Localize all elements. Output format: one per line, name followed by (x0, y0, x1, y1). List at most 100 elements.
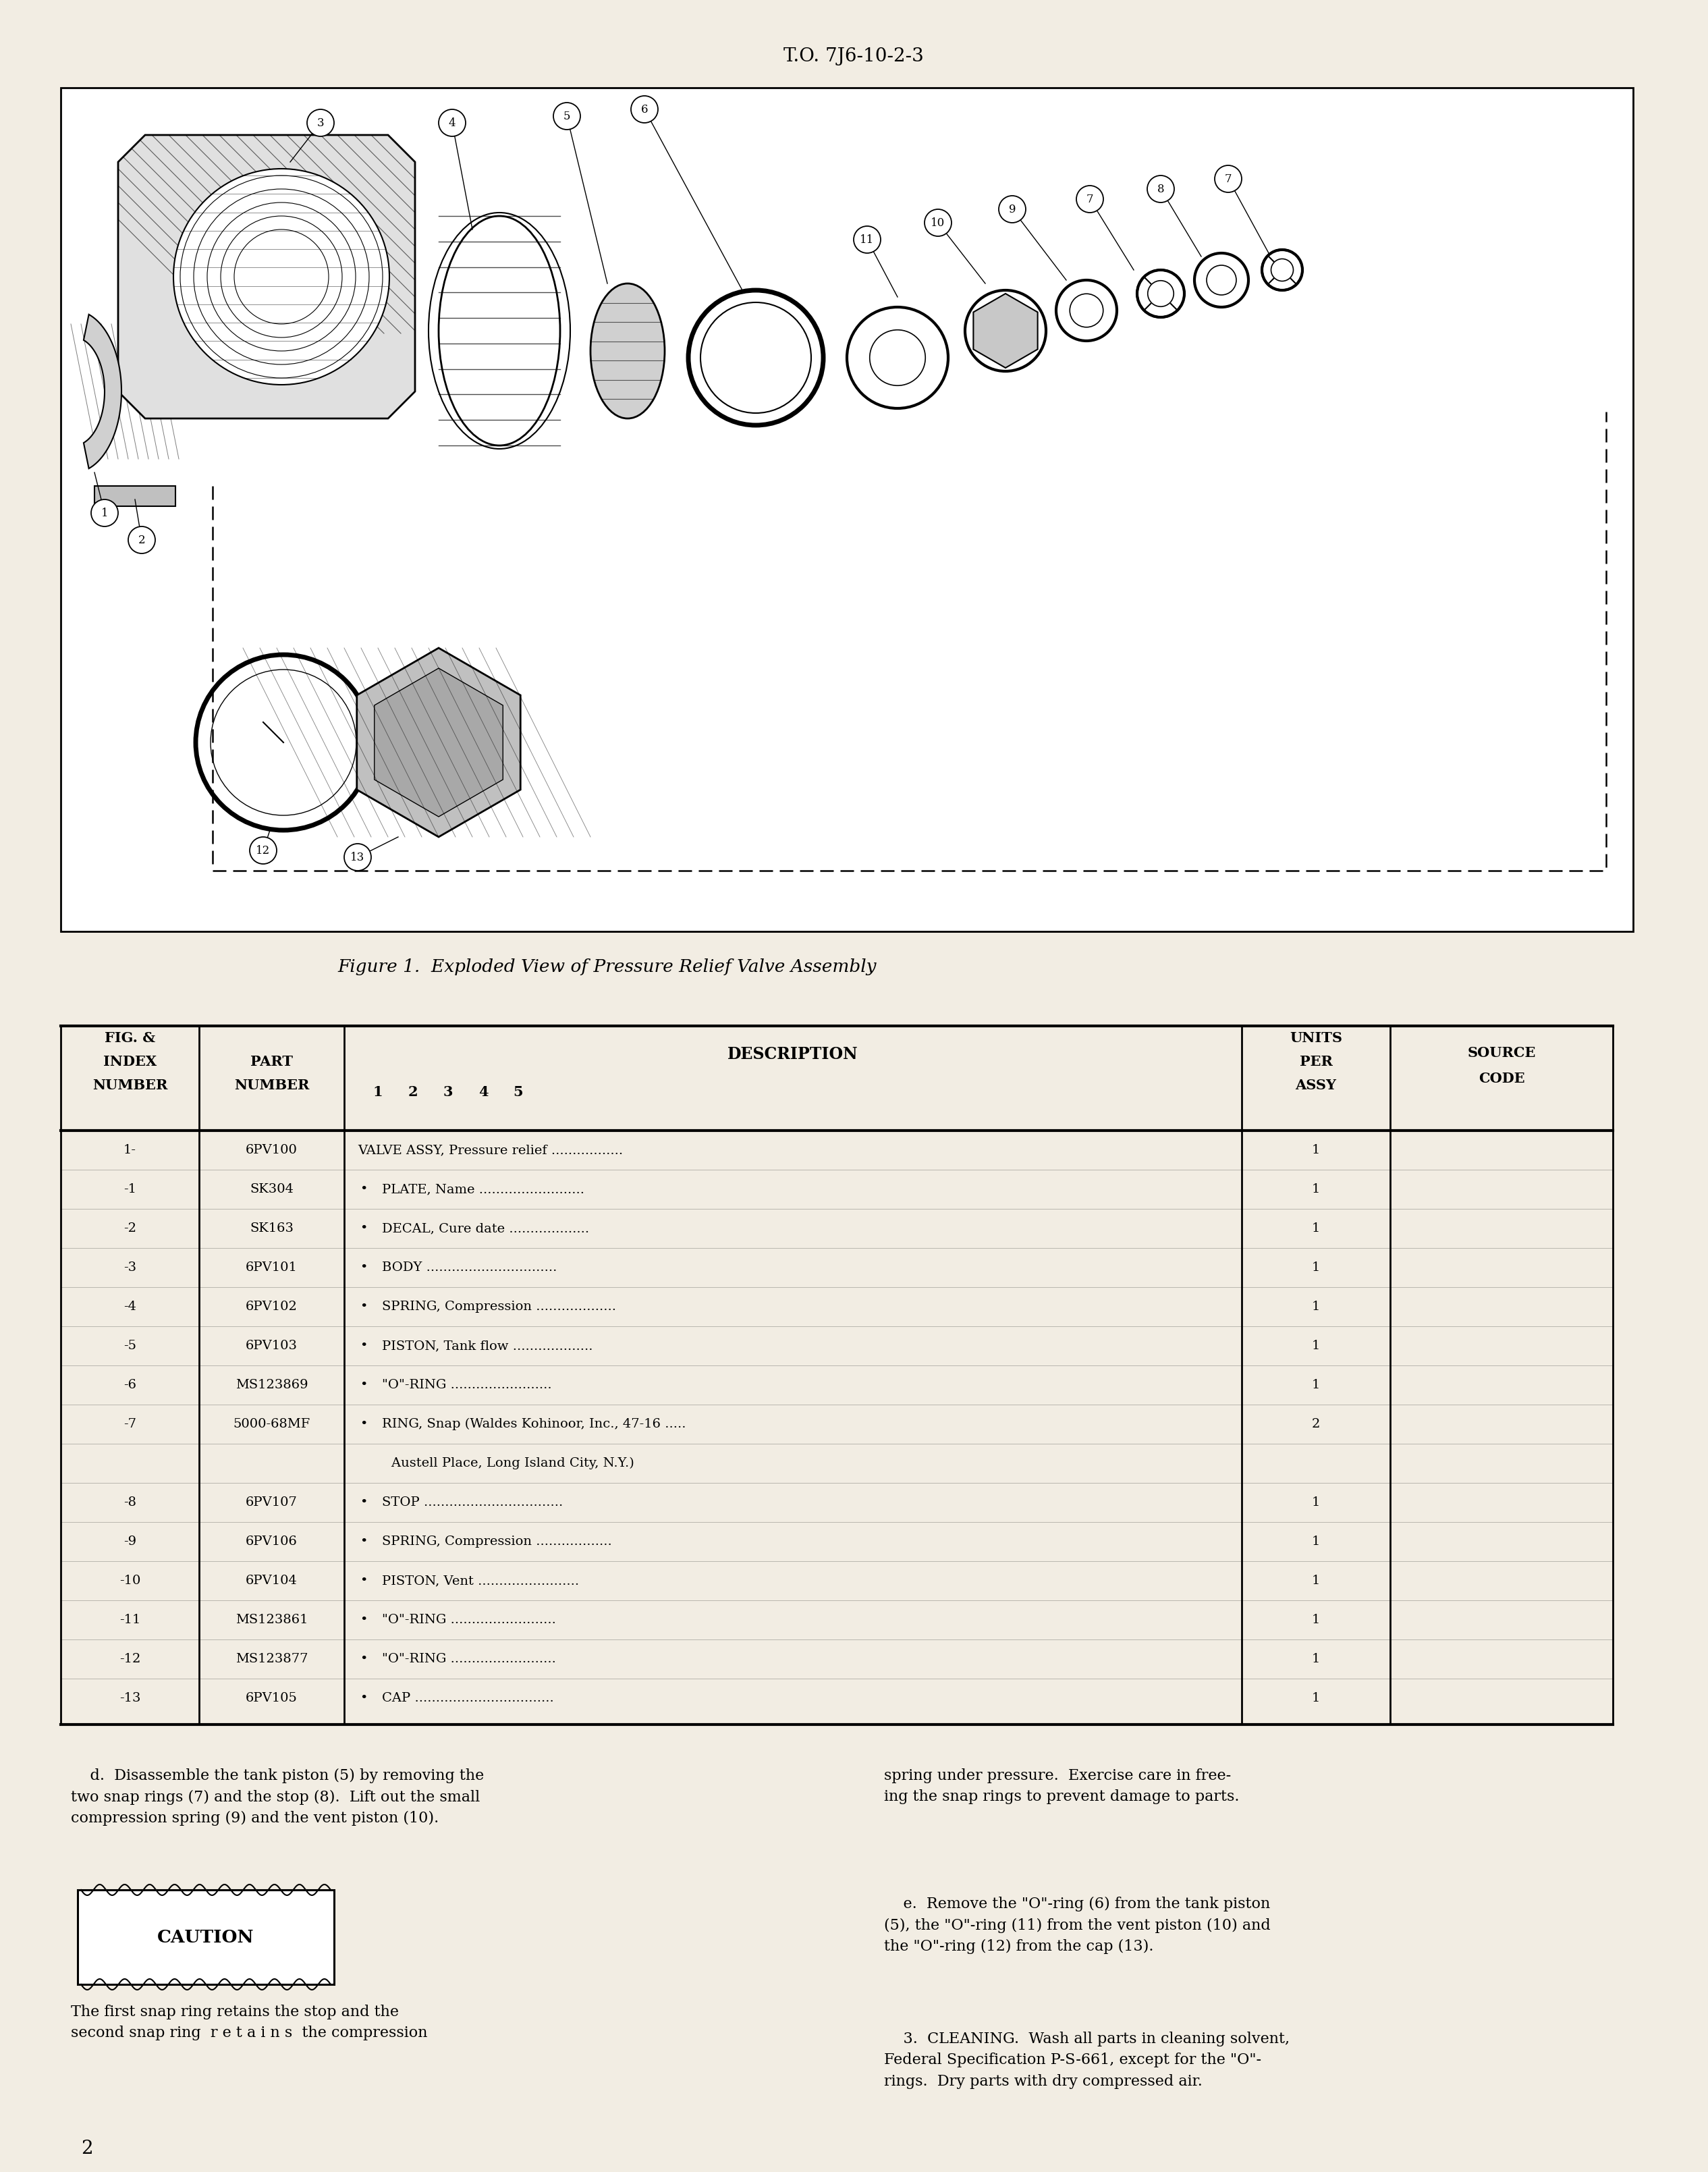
Text: 9: 9 (1009, 204, 1016, 215)
Text: "O"-RING .........................: "O"-RING ......................... (383, 1653, 557, 1666)
Text: 2: 2 (408, 1086, 418, 1099)
Text: T.O. 7J6-10-2-3: T.O. 7J6-10-2-3 (784, 48, 924, 65)
Text: 6PV103: 6PV103 (246, 1340, 297, 1351)
Text: -6: -6 (123, 1379, 137, 1390)
Text: 6PV104: 6PV104 (246, 1575, 297, 1588)
Circle shape (1148, 176, 1173, 202)
Text: -12: -12 (120, 1653, 140, 1666)
Text: 6PV107: 6PV107 (246, 1497, 297, 1510)
Text: •: • (360, 1223, 367, 1234)
Text: 3.  CLEANING.  Wash all parts in cleaning solvent,
Federal Specification P-S-661: 3. CLEANING. Wash all parts in cleaning … (885, 2031, 1290, 2089)
Text: CODE: CODE (1479, 1071, 1525, 1086)
Text: CAUTION: CAUTION (157, 1929, 254, 1946)
Text: 1: 1 (1312, 1301, 1320, 1312)
Circle shape (174, 169, 389, 384)
Text: 1: 1 (372, 1086, 383, 1099)
Text: MS123861: MS123861 (236, 1614, 307, 1627)
Text: "O"-RING .........................: "O"-RING ......................... (383, 1614, 557, 1627)
Text: -7: -7 (123, 1418, 137, 1429)
Text: -8: -8 (123, 1497, 137, 1510)
Text: 1: 1 (1312, 1575, 1320, 1588)
Text: STOP .................................: STOP ................................. (383, 1497, 564, 1510)
Text: •: • (360, 1653, 367, 1666)
Text: 6PV105: 6PV105 (246, 1692, 297, 1705)
Text: SK304: SK304 (249, 1184, 294, 1195)
Text: 2: 2 (138, 534, 145, 545)
Text: 1: 1 (1312, 1340, 1320, 1351)
Text: •: • (360, 1340, 367, 1351)
Text: 8: 8 (1156, 182, 1165, 195)
Bar (61, 87, 1633, 932)
Text: d.  Disassemble the tank piston (5) by removing the
two snap rings (7) and the s: d. Disassemble the tank piston (5) by re… (70, 1768, 483, 1827)
Text: 3: 3 (318, 117, 325, 128)
Text: spring under pressure.  Exercise care in free-
ing the snap rings to prevent dam: spring under pressure. Exercise care in … (885, 1768, 1240, 1805)
Text: PART: PART (251, 1056, 292, 1069)
Text: DESCRIPTION: DESCRIPTION (728, 1047, 859, 1062)
Text: 1: 1 (1312, 1692, 1320, 1705)
Text: -3: -3 (123, 1262, 137, 1273)
Text: •: • (360, 1614, 367, 1627)
Text: SPRING, Compression ..................: SPRING, Compression .................. (383, 1536, 611, 1549)
Text: Austell Place, Long Island City, N.Y.): Austell Place, Long Island City, N.Y.) (357, 1457, 639, 1470)
Text: 1: 1 (1312, 1145, 1320, 1156)
Text: e.  Remove the "O"-ring (6) from the tank piston
(5), the "O"-ring (11) from the: e. Remove the "O"-ring (6) from the tank… (885, 1896, 1271, 1955)
Text: MS123877: MS123877 (236, 1653, 307, 1666)
Text: •: • (360, 1301, 367, 1312)
Text: BODY ...............................: BODY ............................... (383, 1262, 557, 1273)
Circle shape (345, 843, 371, 871)
Text: •: • (360, 1418, 367, 1429)
Text: 12: 12 (256, 845, 270, 856)
Text: CAP .................................: CAP ................................. (383, 1692, 553, 1705)
Circle shape (128, 526, 155, 554)
Polygon shape (118, 135, 415, 419)
Text: •: • (360, 1536, 367, 1549)
Text: RING, Snap (Waldes Kohinoor, Inc., 47-16 .....: RING, Snap (Waldes Kohinoor, Inc., 47-16… (383, 1418, 687, 1431)
Circle shape (999, 195, 1027, 224)
Text: VALVE ASSY, Pressure relief .................: VALVE ASSY, Pressure relief ............… (357, 1145, 623, 1156)
Text: -5: -5 (123, 1340, 137, 1351)
Ellipse shape (591, 285, 664, 419)
Circle shape (924, 209, 951, 237)
Text: •: • (360, 1692, 367, 1705)
Text: 1: 1 (1312, 1497, 1320, 1510)
Polygon shape (84, 315, 121, 469)
Text: 6PV106: 6PV106 (246, 1536, 297, 1549)
Circle shape (249, 836, 277, 864)
Circle shape (553, 102, 581, 130)
Text: INDEX: INDEX (102, 1056, 157, 1069)
Text: DECAL, Cure date ...................: DECAL, Cure date ................... (383, 1223, 589, 1234)
Text: 1: 1 (1312, 1653, 1320, 1666)
Text: 13: 13 (350, 851, 366, 862)
Circle shape (630, 96, 658, 124)
Text: PLATE, Name .........................: PLATE, Name ......................... (383, 1184, 584, 1195)
Text: 3: 3 (442, 1086, 453, 1099)
Text: SPRING, Compression ...................: SPRING, Compression ................... (383, 1301, 617, 1312)
Text: 1: 1 (1312, 1262, 1320, 1273)
Text: -11: -11 (120, 1614, 140, 1627)
Text: ASSY: ASSY (1295, 1079, 1336, 1093)
Text: •: • (360, 1262, 367, 1273)
Text: NUMBER: NUMBER (92, 1079, 167, 1093)
Text: 5000-68MF: 5000-68MF (232, 1418, 311, 1429)
Text: SOURCE: SOURCE (1467, 1047, 1535, 1060)
Text: •: • (360, 1575, 367, 1588)
Text: -2: -2 (123, 1223, 137, 1234)
Polygon shape (357, 647, 521, 836)
Text: 1: 1 (1312, 1379, 1320, 1390)
Circle shape (439, 109, 466, 137)
Text: -9: -9 (123, 1536, 137, 1549)
Text: 11: 11 (861, 235, 874, 245)
Text: Figure 1.  Exploded View of Pressure Relief Valve Assembly: Figure 1. Exploded View of Pressure Reli… (338, 958, 876, 975)
Polygon shape (974, 293, 1038, 367)
Text: 1: 1 (1312, 1536, 1320, 1549)
Text: •: • (360, 1379, 367, 1390)
Text: 4: 4 (478, 1086, 488, 1099)
Circle shape (91, 500, 118, 526)
Bar (94, 487, 176, 506)
Circle shape (1076, 185, 1103, 213)
Text: 4: 4 (449, 117, 456, 128)
Circle shape (854, 226, 881, 254)
Text: -1: -1 (123, 1184, 137, 1195)
Text: 6PV102: 6PV102 (246, 1301, 297, 1312)
Text: 1: 1 (1312, 1223, 1320, 1234)
